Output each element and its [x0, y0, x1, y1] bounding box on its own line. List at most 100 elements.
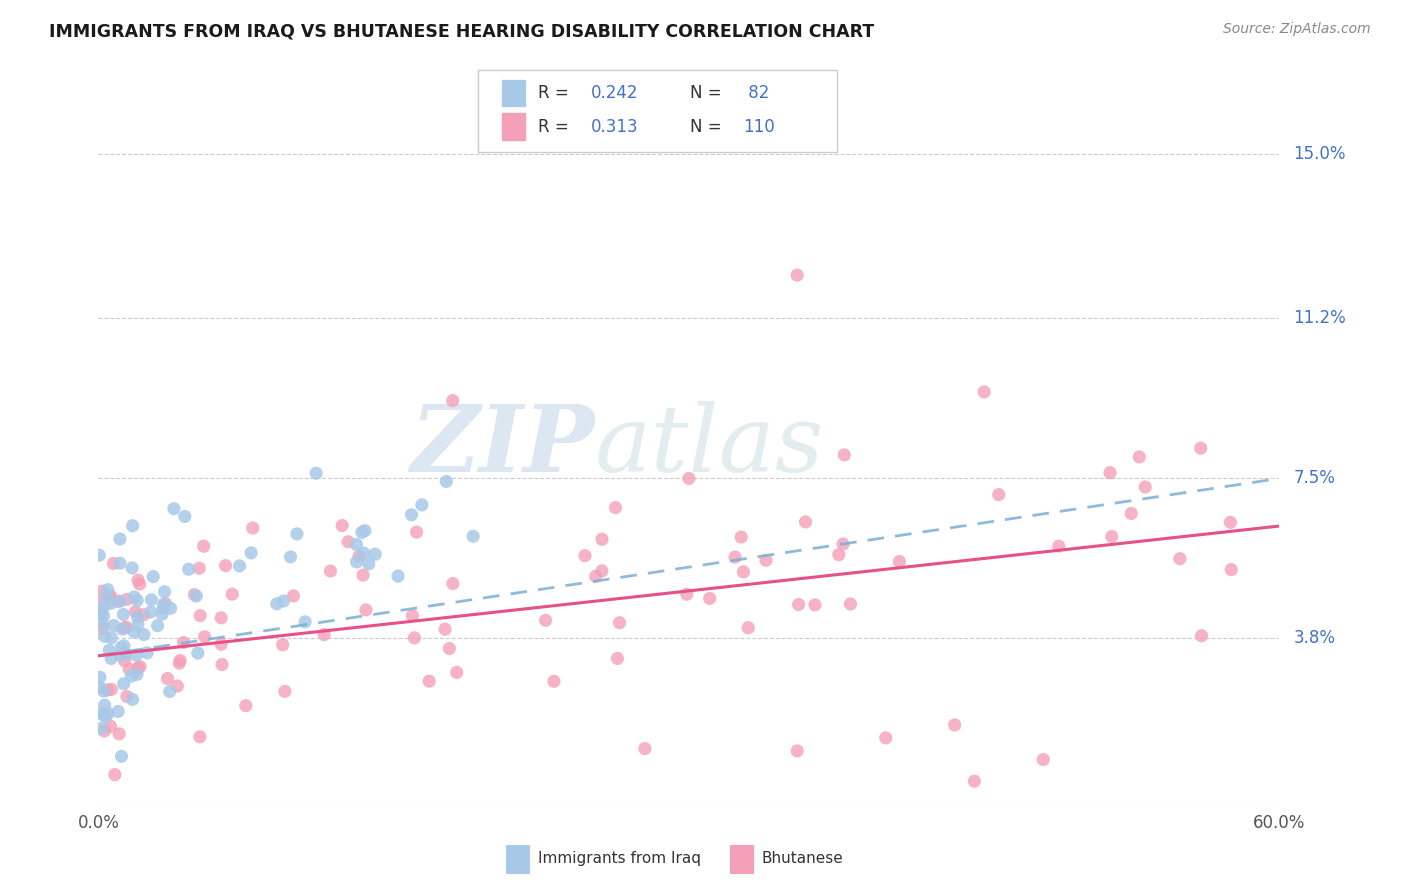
- Point: [787, 598, 810, 612]
- Point: [127, 609, 149, 624]
- Point: [240, 546, 263, 560]
- Point: [152, 597, 174, 611]
- Point: [963, 774, 986, 789]
- Point: [94, 709, 117, 723]
- Point: [93, 593, 115, 607]
- Text: R =: R =: [538, 118, 575, 136]
- Point: [543, 674, 565, 689]
- Point: [127, 593, 149, 607]
- FancyBboxPatch shape: [730, 845, 754, 872]
- Point: [108, 532, 131, 546]
- Text: N =: N =: [690, 118, 727, 136]
- Point: [266, 597, 288, 611]
- Point: [159, 601, 181, 615]
- Point: [124, 605, 146, 619]
- Point: [146, 618, 169, 632]
- Point: [108, 594, 131, 608]
- Point: [352, 568, 374, 582]
- Point: [209, 637, 232, 651]
- Point: [211, 657, 233, 672]
- Point: [93, 684, 115, 698]
- Point: [1168, 551, 1191, 566]
- Text: 3.8%: 3.8%: [1294, 630, 1336, 648]
- Point: [91, 622, 114, 636]
- Point: [730, 530, 752, 544]
- Point: [439, 641, 461, 656]
- Point: [1047, 539, 1070, 553]
- Point: [139, 605, 162, 619]
- Text: ZIP: ZIP: [411, 401, 595, 491]
- Point: [96, 588, 118, 602]
- Point: [337, 534, 360, 549]
- Point: [129, 659, 152, 673]
- Point: [347, 549, 370, 563]
- Point: [346, 555, 368, 569]
- Point: [411, 498, 433, 512]
- Point: [107, 705, 129, 719]
- Text: 0.242: 0.242: [591, 84, 638, 103]
- Point: [187, 646, 209, 660]
- Point: [193, 539, 215, 553]
- Point: [125, 667, 148, 681]
- Point: [108, 648, 131, 663]
- Point: [98, 589, 121, 603]
- Point: [804, 598, 827, 612]
- Point: [828, 548, 851, 562]
- Point: [889, 555, 911, 569]
- Point: [100, 651, 122, 665]
- Text: Immigrants from Iraq: Immigrants from Iraq: [537, 851, 700, 866]
- Point: [163, 501, 186, 516]
- Point: [128, 577, 150, 591]
- Point: [118, 662, 141, 676]
- Point: [228, 558, 250, 573]
- Point: [1098, 466, 1121, 480]
- Point: [125, 648, 148, 663]
- Point: [167, 656, 190, 670]
- Point: [93, 629, 115, 643]
- Point: [330, 518, 353, 533]
- Point: [1128, 450, 1150, 464]
- Point: [127, 573, 149, 587]
- Point: [446, 665, 468, 680]
- Point: [404, 631, 426, 645]
- Point: [832, 537, 855, 551]
- Point: [114, 654, 136, 668]
- Point: [1135, 480, 1157, 494]
- Point: [173, 509, 195, 524]
- Point: [274, 684, 297, 698]
- Point: [91, 616, 114, 631]
- Text: atlas: atlas: [595, 401, 824, 491]
- Point: [155, 597, 177, 611]
- Point: [354, 603, 377, 617]
- Point: [678, 471, 700, 485]
- Point: [110, 749, 132, 764]
- Point: [93, 599, 115, 613]
- Point: [280, 549, 302, 564]
- Point: [100, 719, 122, 733]
- Point: [194, 630, 217, 644]
- Text: 0.313: 0.313: [591, 118, 638, 136]
- Point: [285, 527, 308, 541]
- Point: [93, 698, 115, 712]
- Point: [156, 672, 179, 686]
- Point: [169, 653, 191, 667]
- Point: [1189, 441, 1212, 455]
- Point: [103, 557, 125, 571]
- Point: [100, 596, 122, 610]
- FancyBboxPatch shape: [502, 113, 526, 140]
- Point: [209, 611, 232, 625]
- Point: [1220, 563, 1243, 577]
- Point: [585, 569, 607, 583]
- Point: [107, 594, 129, 608]
- Point: [314, 627, 336, 641]
- Point: [136, 646, 159, 660]
- Point: [132, 627, 155, 641]
- Point: [108, 727, 131, 741]
- Text: R =: R =: [538, 84, 575, 103]
- FancyBboxPatch shape: [502, 80, 526, 106]
- Text: IMMIGRANTS FROM IRAQ VS BHUTANESE HEARING DISABILITY CORRELATION CHART: IMMIGRANTS FROM IRAQ VS BHUTANESE HEARIN…: [49, 22, 875, 40]
- Point: [91, 584, 114, 599]
- Point: [574, 549, 596, 563]
- Point: [675, 587, 697, 601]
- Point: [93, 608, 115, 623]
